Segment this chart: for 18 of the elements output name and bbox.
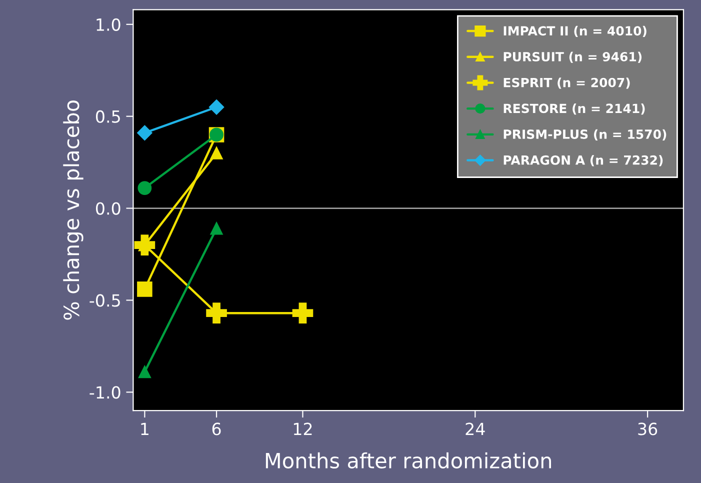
x-tick-label: 36 <box>638 422 658 436</box>
legend-label: PARAGON A (n = 7232) <box>504 155 663 166</box>
legend-label: RESTORE (n = 2141) <box>504 103 645 115</box>
y-tick-label: -0.5 <box>90 294 120 307</box>
y-axis-title: % change vs placebo <box>63 100 84 320</box>
x-tick-label: 12 <box>294 422 312 436</box>
legend-label: IMPACT II (n = 4010) <box>504 26 646 38</box>
x-tick-label: 1 <box>141 422 148 436</box>
legend-label: ESPRIT (n = 2007) <box>504 78 630 89</box>
y-tick-label: 1.0 <box>96 18 120 31</box>
x-axis-title: Months after randomization <box>266 452 552 468</box>
y-tick-label: 0.5 <box>96 110 120 123</box>
x-tick-label: 6 <box>212 422 221 436</box>
legend-label: PURSUIT (n = 9461) <box>504 52 642 63</box>
y-tick-label: -1.0 <box>90 386 120 399</box>
legend-label: PRISM-PLUS (n = 1570) <box>504 129 666 140</box>
x-tick-label: 24 <box>466 422 485 436</box>
y-tick-label: 0.0 <box>96 202 120 215</box>
